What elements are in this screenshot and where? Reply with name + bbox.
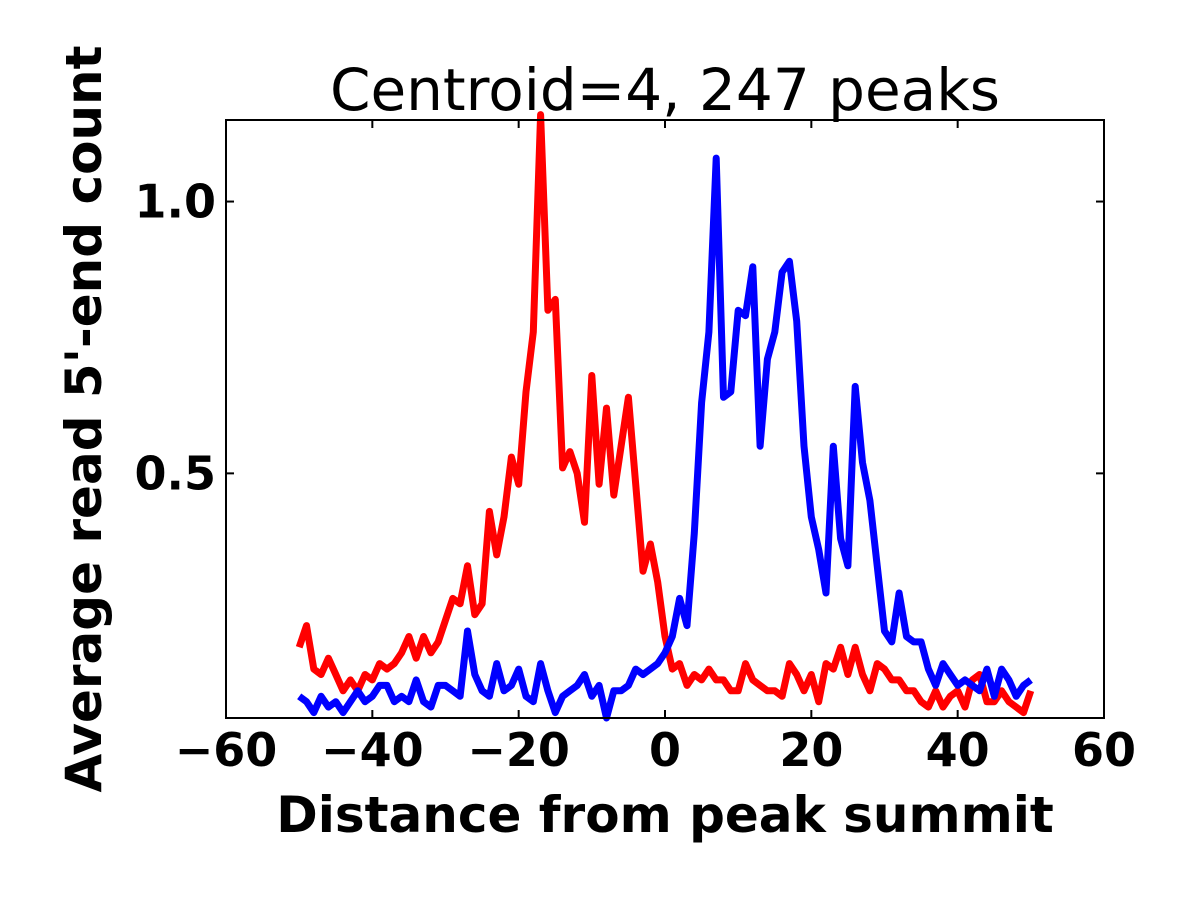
- x-tick-label: 60: [1072, 723, 1136, 777]
- x-tick-label: −60: [175, 723, 278, 777]
- tick-layer: −60 −40 −20 0 20 40 60 0.5 1.0: [135, 120, 1136, 777]
- series-line-1: [295, 111, 1035, 717]
- y-tick-label: 1.0: [135, 175, 217, 229]
- x-tick-label: −40: [321, 723, 424, 777]
- x-axis-label: Distance from peak summit: [276, 786, 1054, 844]
- x-tick-label: 40: [926, 723, 990, 777]
- x-tick-label: 0: [649, 723, 681, 777]
- x-tick-label: 20: [779, 723, 843, 777]
- y-tick-label: 0.5: [135, 446, 217, 500]
- x-tick-label: −20: [467, 723, 570, 777]
- chart-title: Centroid=4, 247 peaks: [330, 56, 1000, 124]
- y-axis-label: Average read 5'-end count: [55, 45, 113, 792]
- series-line-2: [297, 154, 1033, 722]
- series-layer: [295, 111, 1035, 722]
